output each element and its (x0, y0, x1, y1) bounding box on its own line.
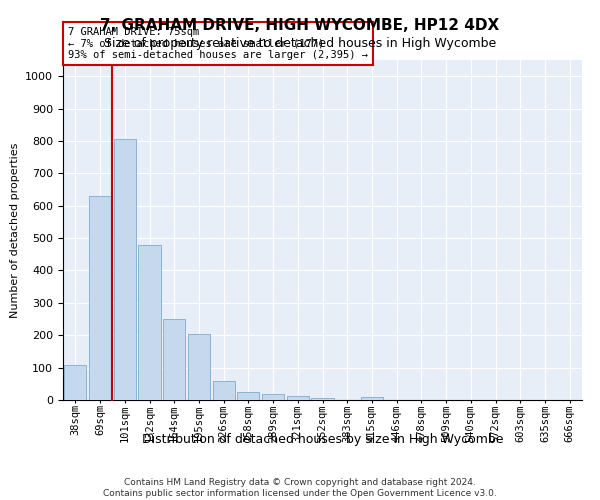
Bar (188, 334, 210, 400)
Bar (139, 244, 161, 400)
Bar (361, 397, 383, 400)
Text: Distribution of detached houses by size in High Wycombe: Distribution of detached houses by size … (142, 432, 503, 446)
Bar (113, 140, 136, 400)
Text: 7, GRAHAM DRIVE, HIGH WYCOMBE, HP12 4DX: 7, GRAHAM DRIVE, HIGH WYCOMBE, HP12 4DX (100, 18, 500, 32)
Bar (287, 396, 309, 400)
Text: 7 GRAHAM DRIVE: 75sqm
← 7% of detached houses are smaller (177)
93% of semi-deta: 7 GRAHAM DRIVE: 75sqm ← 7% of detached h… (68, 27, 368, 60)
Bar (89, 196, 111, 400)
Bar (311, 398, 334, 400)
Y-axis label: Number of detached properties: Number of detached properties (10, 142, 20, 318)
Text: Contains HM Land Registry data © Crown copyright and database right 2024.
Contai: Contains HM Land Registry data © Crown c… (103, 478, 497, 498)
Bar (212, 380, 235, 400)
Bar (163, 319, 185, 400)
Bar (262, 394, 284, 400)
Bar (237, 392, 259, 400)
Bar (64, 366, 86, 400)
Text: Size of property relative to detached houses in High Wycombe: Size of property relative to detached ho… (104, 38, 496, 51)
